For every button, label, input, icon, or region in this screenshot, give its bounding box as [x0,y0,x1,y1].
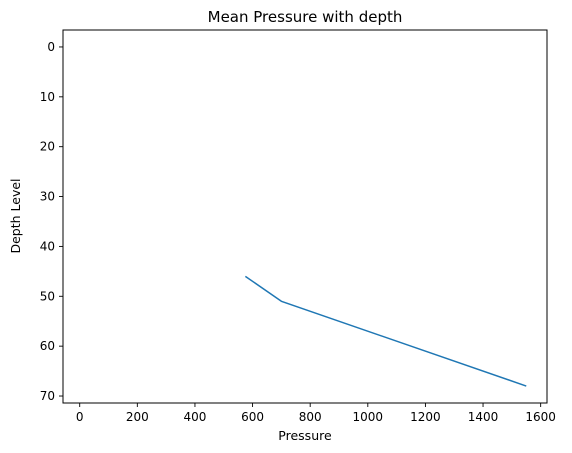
x-tick-label: 1600 [525,410,556,424]
x-tick-label: 800 [299,410,322,424]
y-tick-label: 50 [40,289,55,303]
y-tick-label: 30 [40,190,55,204]
series-layer [244,275,527,387]
x-axis-label: Pressure [278,428,332,443]
y-axis-label: Depth Level [8,178,23,253]
y-tick-label: 10 [40,90,55,104]
y-tick-label: 0 [47,40,55,54]
y-tick-label: 70 [40,389,55,403]
x-tick-label: 1400 [468,410,499,424]
y-tick-label: 40 [40,239,55,253]
chart-title: Mean Pressure with depth [208,8,403,26]
x-tick-label: 1200 [410,410,441,424]
y-tick-label: 60 [40,339,55,353]
x-tick-label: 400 [183,410,206,424]
plot-frame [62,29,548,404]
y-axis: 0 10 20 30 40 50 60 70 [40,40,63,403]
x-tick-label: 600 [241,410,264,424]
series-line [244,275,527,387]
x-tick-label: 1000 [353,410,384,424]
x-axis: 0 200 400 600 800 1000 1200 1400 1600 [76,403,556,424]
x-tick-label: 0 [76,410,84,424]
x-tick-label: 200 [126,410,149,424]
y-tick-label: 20 [40,140,55,154]
